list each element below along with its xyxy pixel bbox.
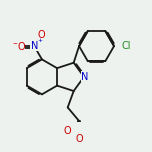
Text: N: N — [81, 72, 88, 82]
Text: O: O — [76, 134, 84, 144]
Text: $^{-}$: $^{-}$ — [12, 39, 19, 48]
Text: O: O — [17, 41, 25, 52]
Text: Cl: Cl — [122, 41, 131, 51]
Text: $^{+}$: $^{+}$ — [36, 37, 43, 46]
Text: O: O — [38, 30, 45, 40]
Text: O: O — [64, 126, 72, 136]
Text: N: N — [31, 41, 38, 51]
